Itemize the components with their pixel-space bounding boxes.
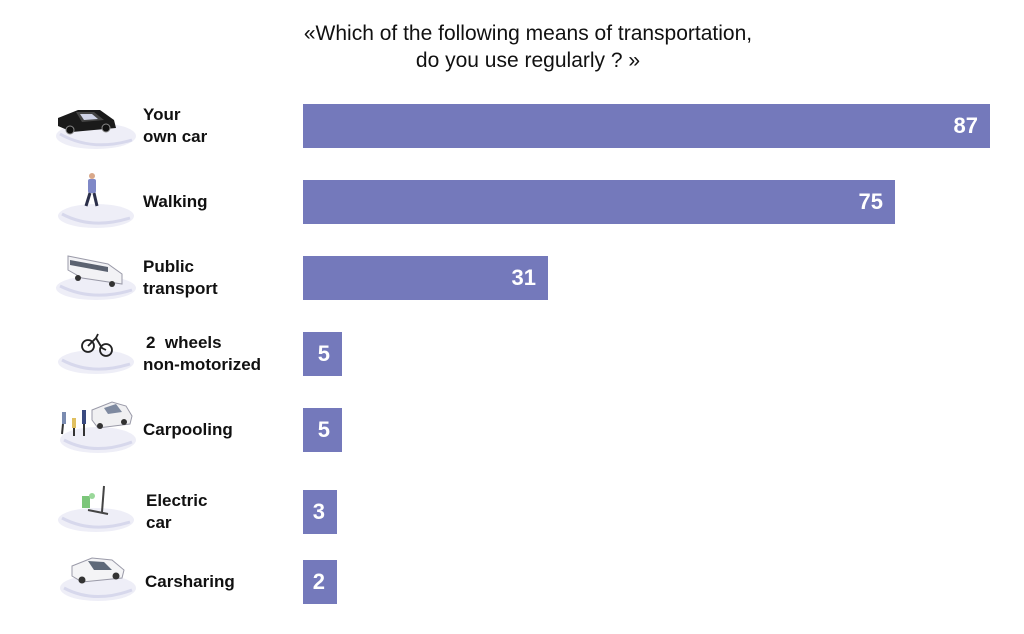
bar-value-label: 2 <box>312 569 325 594</box>
bicycle-icon <box>52 324 140 384</box>
black-car-icon <box>52 96 140 156</box>
white-car-icon <box>52 552 140 612</box>
bar-label: Carsharing <box>145 560 235 604</box>
bar-value-label: 31 <box>511 265 536 290</box>
chart-title: «Which of the following means of transpo… <box>0 20 1024 74</box>
bar-label: Electric car <box>146 490 207 534</box>
bar-label: Your own car <box>143 104 207 148</box>
bar-label-line: Your <box>143 105 181 124</box>
bar-label: Public transport <box>143 256 218 300</box>
bar-row-2-wheels-non-motorized: 2 wheels non-motorized 5 <box>0 332 1024 376</box>
walking-person-icon <box>52 172 140 232</box>
bar-label-line: car <box>146 513 172 532</box>
bar-label-line: 2 wheels <box>146 333 222 352</box>
bar-label-line: Electric <box>146 491 208 510</box>
bar-row-electric-car: Electric car 3 <box>0 485 1024 534</box>
bar: 75 <box>303 180 895 224</box>
bar-label: 2 wheels non-motorized <box>143 332 262 376</box>
bar-row-carpooling: Carpooling 5 <box>0 401 1024 453</box>
bar-row-public-transport: Public transport 31 <box>0 255 1024 300</box>
bus-icon <box>52 248 140 308</box>
bar-label-line: transport <box>143 279 218 298</box>
bar: 3 <box>303 490 337 534</box>
bar-label-line: Public <box>143 257 195 276</box>
bar-value-label: 87 <box>953 113 978 138</box>
chart-title-line-1: «Which of the following means of transpo… <box>303 22 753 45</box>
bar-label: Carpooling <box>143 408 233 452</box>
bar: 2 <box>303 560 337 604</box>
bar-value-label: 75 <box>858 189 883 214</box>
chart-title-line-2: do you use regularly ? » <box>415 49 641 72</box>
bar-value-label: 5 <box>317 341 330 366</box>
bar: 5 <box>303 408 342 452</box>
bar-label-line: Carsharing <box>145 572 235 591</box>
bar-value-label: 5 <box>317 417 330 442</box>
bar-label-line: non-motorized <box>143 355 262 374</box>
bar: 5 <box>303 332 342 376</box>
bar-label-line: own car <box>143 127 208 146</box>
bar-row-carsharing: Carsharing 2 <box>0 557 1024 604</box>
bar-row-walking: Walking 75 <box>0 173 1024 228</box>
bar-label: Walking <box>143 180 208 224</box>
bar-value-label: 3 <box>312 499 325 524</box>
bar-label-line: Carpooling <box>143 420 233 439</box>
bar-row-your-own-car: Your own car 87 <box>0 104 1024 149</box>
bar-label-line: Walking <box>143 192 208 211</box>
bar: 87 <box>303 104 990 148</box>
electric-charging-station-icon <box>52 482 140 542</box>
bar: 31 <box>303 256 548 300</box>
carpooling-people-car-icon <box>52 400 140 460</box>
